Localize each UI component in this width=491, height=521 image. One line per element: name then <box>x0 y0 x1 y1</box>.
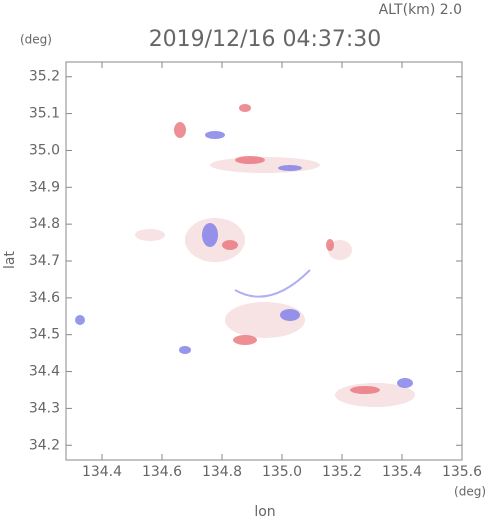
y-tick-label: 34.8 <box>29 216 60 232</box>
y-unit: (deg) <box>20 33 52 47</box>
echo-blob <box>222 240 238 250</box>
x-tick-label: 135.6 <box>442 464 482 480</box>
echo-blob <box>239 104 251 112</box>
echo-blob <box>233 335 257 345</box>
echo-blob <box>135 229 165 241</box>
y-tick-label: 34.7 <box>29 253 60 269</box>
x-tick-label: 135.2 <box>322 464 362 480</box>
echo-blob <box>235 156 265 164</box>
y-axis-label: lat <box>2 251 18 269</box>
x-tick-label: 134.8 <box>202 464 242 480</box>
chart-title: 2019/12/16 04:37:30 <box>149 27 382 52</box>
x-axis-label: lon <box>254 504 275 520</box>
echo-blob <box>75 315 85 325</box>
y-tick-label: 35.2 <box>29 69 60 85</box>
y-tick-label: 34.6 <box>29 290 60 306</box>
echo-field <box>75 104 415 407</box>
echo-blob <box>205 131 225 139</box>
y-tick-label: 34.3 <box>29 400 60 416</box>
echo-arc <box>234 269 311 298</box>
y-tick-label: 35.1 <box>29 106 60 122</box>
echo-blob <box>278 165 302 171</box>
echo-blob <box>210 157 320 173</box>
x-tick-label: 135.0 <box>262 464 302 480</box>
echo-blob <box>174 122 186 138</box>
echo-blob <box>280 309 300 321</box>
x-tick-label: 134.6 <box>142 464 182 480</box>
x-tick-label: 134.4 <box>82 464 122 480</box>
echo-blob <box>202 223 218 247</box>
y-tick-label: 34.5 <box>29 327 60 343</box>
echo-blob <box>326 239 334 251</box>
echo-blob <box>350 386 380 394</box>
x-unit: (deg) <box>454 485 486 499</box>
y-tick-label: 34.2 <box>29 437 60 453</box>
echo-blob <box>397 378 413 388</box>
y-tick-label: 34.9 <box>29 179 60 195</box>
y-tick-label: 35.0 <box>29 142 60 158</box>
y-tick-label: 34.4 <box>29 364 60 380</box>
x-tick-label: 135.4 <box>382 464 422 480</box>
echo-blob <box>179 346 191 354</box>
altitude-label: ALT(km) 2.0 <box>379 2 462 18</box>
